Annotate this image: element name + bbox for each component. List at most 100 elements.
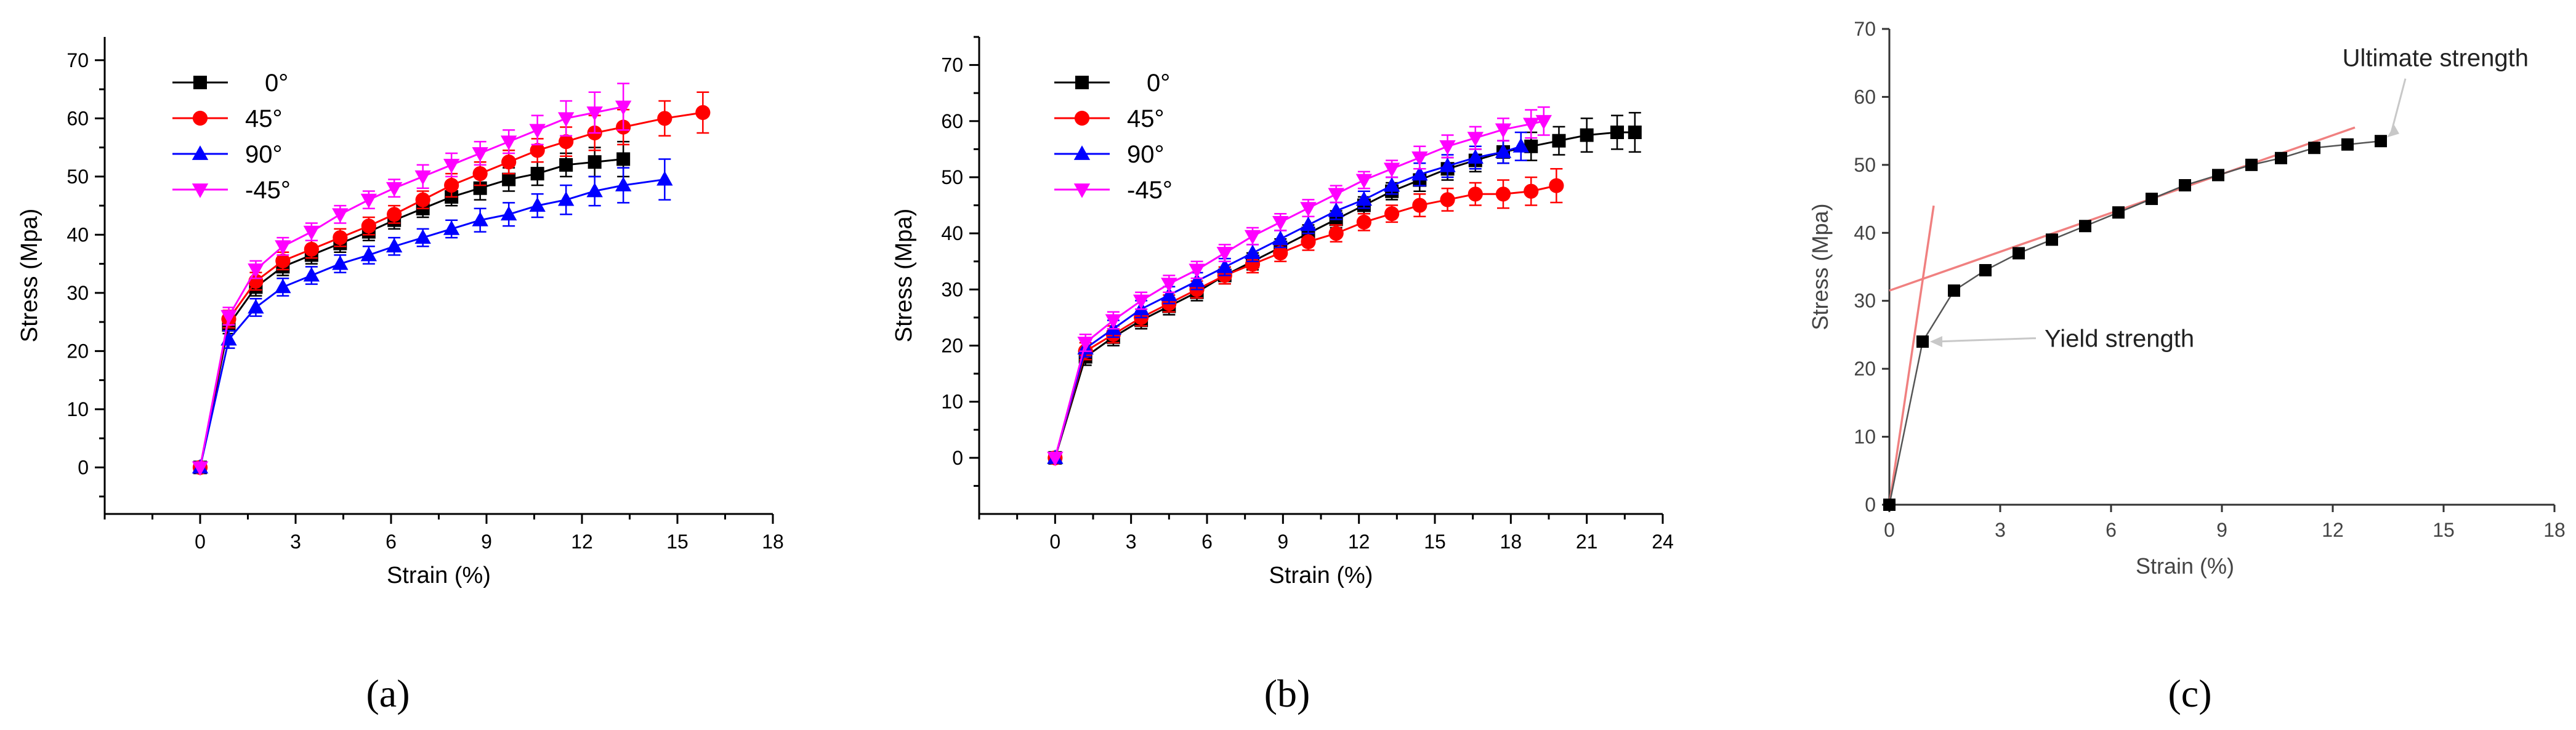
data-point xyxy=(1300,202,1317,217)
series-line xyxy=(1054,145,1522,459)
y-tick-label: 30 xyxy=(941,278,963,300)
x-tick-label: 3 xyxy=(290,531,301,553)
legend-label: 0° xyxy=(1147,70,1170,97)
data-point xyxy=(192,461,209,476)
data-point xyxy=(1948,284,1960,297)
data-point xyxy=(1439,140,1456,155)
panel-b-chart: 0 3 6 9 12 15 18 21 24 0 10 20 30 40 50 60 70 Strain (%) S… xyxy=(891,36,1674,588)
panel-a-chart: 0 3 6 9 12 15 18 0 10 20 30 40 50 60 70 Strain (%) Stres… xyxy=(17,37,784,588)
data-point xyxy=(1580,128,1594,142)
legend-label: 45° xyxy=(1127,105,1165,132)
data-point xyxy=(1272,215,1289,231)
data-point xyxy=(303,225,320,241)
data-point xyxy=(1301,234,1316,249)
legend-label: 45° xyxy=(245,105,283,132)
series-1 xyxy=(192,91,711,475)
series-line xyxy=(199,158,624,468)
data-point xyxy=(443,220,460,235)
y-tick-label: 10 xyxy=(941,391,963,413)
data-point xyxy=(1523,118,1540,133)
data-point xyxy=(1244,244,1261,259)
data-point xyxy=(2079,220,2091,233)
data-point xyxy=(557,191,575,206)
data-point xyxy=(1383,162,1400,178)
data-point xyxy=(415,192,430,207)
y-tick-label: 60 xyxy=(1854,86,1876,108)
data-point xyxy=(1512,138,1529,153)
y-tick-label: 0 xyxy=(952,447,963,469)
x-tick-label: 3 xyxy=(1126,531,1137,553)
y-tick-label: 10 xyxy=(67,398,89,420)
series-2 xyxy=(192,158,673,474)
legend-label: 90° xyxy=(245,141,283,168)
data-point xyxy=(1245,257,1261,272)
legend-label: -45° xyxy=(1127,177,1173,204)
x-tick-label: 12 xyxy=(571,531,593,553)
data-point xyxy=(1411,151,1428,166)
data-point xyxy=(586,182,603,198)
series-line xyxy=(1888,140,2381,505)
legend-label: 90° xyxy=(1127,141,1165,168)
y-axis-title: Stress (Mpa) xyxy=(891,209,917,342)
data-point xyxy=(444,177,459,193)
y-tick-label: 10 xyxy=(1854,426,1876,448)
data-point xyxy=(1189,272,1205,287)
data-point xyxy=(615,100,632,116)
x-tick-label: 9 xyxy=(2216,519,2227,541)
data-point xyxy=(1411,166,1428,181)
legend: 0° 45° 90° -45° xyxy=(1054,70,1173,204)
data-point xyxy=(2112,206,2125,219)
annotation-pointer xyxy=(1936,337,2037,343)
data-point xyxy=(332,255,349,270)
panel-a-label: (a) xyxy=(366,672,410,715)
x-tick-label: 9 xyxy=(1277,531,1288,553)
data-point xyxy=(1916,335,1929,348)
data-point xyxy=(2375,135,2387,148)
annotation-0: Ultimate strength xyxy=(2343,45,2529,138)
data-point xyxy=(1383,177,1400,192)
x-tick-label: 18 xyxy=(2543,519,2566,541)
fit-line-elastic xyxy=(1888,205,1935,505)
annotation-1: Yield strength xyxy=(1930,325,2194,352)
data-point xyxy=(1272,230,1289,246)
data-point xyxy=(1328,202,1344,217)
x-tick-label: 9 xyxy=(481,531,492,553)
data-point xyxy=(1495,123,1512,138)
legend-marker xyxy=(1073,145,1091,160)
data-point xyxy=(1077,337,1094,351)
data-point xyxy=(502,172,516,187)
y-tick-label: 50 xyxy=(1854,154,1876,176)
series-1 xyxy=(1048,168,1564,465)
series-line xyxy=(199,105,624,468)
data-point xyxy=(557,112,575,127)
data-point xyxy=(1133,294,1150,310)
data-point xyxy=(1161,286,1177,302)
data-point xyxy=(2308,142,2320,154)
series-3 xyxy=(192,82,632,476)
x-tick-label: 0 xyxy=(1049,531,1060,553)
data-point xyxy=(1216,259,1233,273)
data-point xyxy=(1300,216,1317,231)
data-point xyxy=(559,158,573,172)
data-point xyxy=(220,310,237,325)
data-point xyxy=(1244,230,1261,245)
data-point xyxy=(1524,139,1538,153)
data-point xyxy=(616,152,631,166)
data-point xyxy=(414,170,431,185)
data-point xyxy=(1610,126,1624,139)
y-tick-label: 50 xyxy=(67,166,89,188)
data-point xyxy=(1161,278,1177,292)
legend-marker xyxy=(192,183,209,198)
data-point xyxy=(1440,192,1455,207)
x-tick-label: 21 xyxy=(1576,531,1598,553)
y-tick-label: 40 xyxy=(67,223,89,246)
x-axis-title: Strain (%) xyxy=(1269,563,1373,588)
data-point xyxy=(360,193,378,209)
data-point xyxy=(1355,174,1373,189)
data-point xyxy=(1495,143,1512,158)
x-tick-label: 6 xyxy=(2106,519,2117,541)
legend-marker xyxy=(192,145,209,160)
annotation-label: Ultimate strength xyxy=(2343,45,2529,72)
y-tick-label: 0 xyxy=(78,456,89,478)
